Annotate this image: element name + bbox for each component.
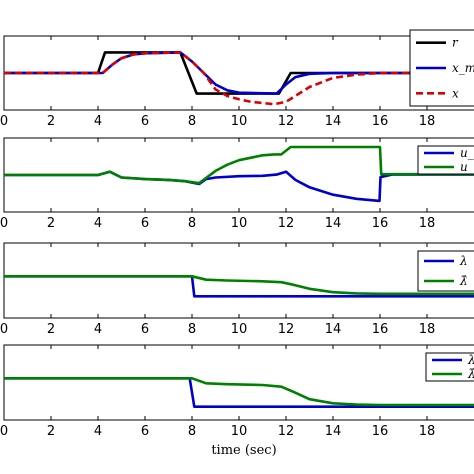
axes-frame	[3, 242, 474, 319]
x-tick-label: 10	[231, 216, 248, 231]
x-tick-label: 8	[188, 216, 196, 231]
x-tick-label: 16	[372, 114, 389, 129]
legend: u_cu_c	[417, 145, 474, 175]
axes-frame	[3, 344, 474, 421]
legend: λ λ̂	[417, 250, 474, 292]
legend-label: u_c	[460, 146, 474, 160]
series-line-1	[4, 51, 474, 95]
x-tick-label: 10	[231, 424, 248, 439]
x-tick-label: 4	[94, 424, 102, 439]
x-tick-label: 18	[419, 114, 436, 129]
series-line-2	[4, 275, 474, 296]
x-tick-label: 8	[188, 114, 196, 129]
x-tick-label: 6	[141, 424, 149, 439]
x-tick-label: 18	[419, 322, 436, 337]
x-tick-label: 12	[278, 424, 295, 439]
x-tick-label: 4	[94, 114, 102, 129]
x-tick-label: 14	[325, 424, 342, 439]
legend-box	[417, 145, 474, 175]
x-tick-label: 2	[47, 216, 55, 231]
x-tick-label: 8	[188, 322, 196, 337]
series-line-3	[4, 51, 474, 106]
x-tick-label: 4	[94, 322, 102, 337]
x-tick-label: 2	[47, 322, 55, 337]
x-tick-label: 12	[278, 114, 295, 129]
legend-label: u_c	[460, 160, 474, 174]
series-line-2	[4, 51, 474, 95]
x-tick-label: 0	[0, 216, 8, 231]
legend-label: λ̂	[459, 274, 468, 288]
legend-box	[417, 250, 474, 292]
x-tick-label: 6	[141, 114, 149, 129]
x-tick-label: 14	[325, 322, 342, 337]
series-line-1	[4, 377, 474, 408]
x-tick-label: 10	[231, 322, 248, 337]
subplot-4: 0 2 4 6 8 10 12 14 16 18 λλ̂ time (sec)	[0, 344, 474, 458]
x-tick-label: 16	[372, 322, 389, 337]
x-tick-label: 12	[278, 216, 295, 231]
x-tick-label: 4	[94, 216, 102, 231]
x-tick-label: 0	[0, 424, 8, 439]
x-tick-label: 12	[278, 322, 295, 337]
x-tick-label: 14	[325, 216, 342, 231]
x-tick-label: 18	[419, 424, 436, 439]
x-tick-label: 8	[188, 424, 196, 439]
x-tick-label: 16	[372, 216, 389, 231]
legend-label: λ	[459, 254, 468, 268]
legend-label: x_m	[452, 61, 474, 75]
legend-label: λ	[467, 353, 474, 367]
x-tick-label: 16	[372, 424, 389, 439]
x-tick-label: 14	[325, 114, 342, 129]
x-tick-label: 0	[0, 322, 8, 337]
legend-label: r	[452, 36, 459, 50]
x-tick-label: 18	[419, 216, 436, 231]
subplot-3: 0 2 4 6 8 10 12 14 16 18 λ λ̂	[0, 242, 474, 337]
x-tick-label: 10	[231, 114, 248, 129]
x-tick-label: 6	[141, 216, 149, 231]
series-line-2	[4, 145, 474, 185]
subplot-1: 0 2 4 6 8 10 12 14 16 18 r x_mx	[0, 29, 474, 129]
x-tick-label: 2	[47, 424, 55, 439]
x-axis-label: time (sec)	[211, 443, 276, 458]
subplot-2: 0 2 4 6 8 10 12 14 16 18 u_cu_c	[0, 137, 474, 231]
legend-label: λ̂	[467, 367, 474, 381]
legend: λλ̂	[425, 352, 474, 382]
x-tick-label: 2	[47, 114, 55, 129]
x-tick-label: 0	[0, 114, 8, 129]
series-line-2	[4, 377, 474, 407]
legend-label: x	[452, 86, 459, 100]
legend-box	[425, 352, 474, 382]
x-tick-label: 6	[141, 322, 149, 337]
legend: r x_mx	[409, 29, 474, 107]
